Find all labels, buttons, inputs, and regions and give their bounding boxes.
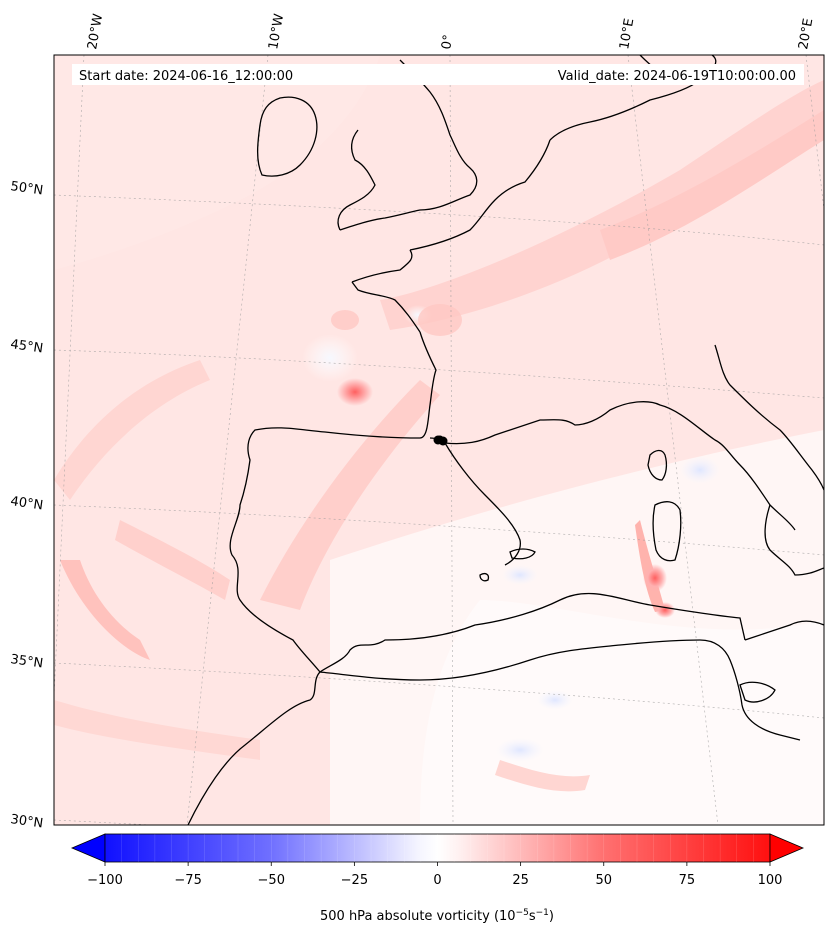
location-marker-cluster	[433, 435, 448, 446]
latitude-label: 35°N	[9, 652, 44, 671]
colorbar-tick-label: 50	[595, 873, 612, 888]
colorbar-tick-label: 0	[433, 873, 441, 888]
longitude-label: 10°E	[617, 17, 637, 50]
north-africa-coastline	[319, 639, 801, 741]
latitude-label: 40°N	[9, 494, 44, 513]
latitude-label: 30°N	[9, 812, 44, 831]
longitude-label: 20°E	[796, 17, 816, 50]
vorticity-field	[54, 55, 824, 825]
mediterranean-coastline	[444, 401, 796, 531]
start-date-label: Start date: 2024-06-16_12:00:00	[79, 69, 293, 84]
longitude-label: 10°W	[266, 13, 287, 51]
ireland-coastline	[256, 96, 318, 177]
latitude-label: 45°N	[9, 337, 44, 356]
colorbar-tick-label: −75	[174, 873, 201, 888]
colorbar-tick-label: −100	[87, 873, 123, 888]
graticule-lines	[54, 55, 824, 825]
colorbar-ticks: −100 −75 −50 −25 0 25 50 75 100	[87, 834, 782, 888]
valid-date-label: Valid_date: 2024-06-19T10:00:00.00	[558, 69, 796, 84]
longitude-label: 0°	[439, 34, 456, 51]
colorbar-extend-high	[769, 833, 805, 863]
colorbar-label: 500 hPa absolute vorticity (10−5s−1)	[320, 908, 554, 924]
coastline-layer	[187, 55, 824, 825]
colorbar-tick-label: 75	[679, 873, 696, 888]
colorbar-extend-low	[70, 833, 106, 863]
colorbar-tick-label: 100	[758, 873, 783, 888]
latitude-labels: 50°N 45°N 40°N 35°N 30°N	[9, 179, 44, 831]
colorbar-gradient	[104, 833, 771, 863]
iberia-coastline	[187, 592, 746, 825]
colorbar-tick-label: −25	[341, 873, 368, 888]
colorbar-tick-label: 25	[512, 873, 529, 888]
colorbar: −100 −75 −50 −25 0 25 50 75 100 500 hPa absolute…	[70, 833, 805, 924]
map-frame	[53, 54, 825, 826]
corsica-coastline	[647, 449, 668, 481]
britain-coastline	[339, 59, 478, 231]
colorbar-tick-label: −50	[258, 873, 285, 888]
sardinia-coastline	[652, 501, 682, 562]
longitude-labels: 20°W 10°W 0° 10°E 20°E	[85, 13, 816, 51]
balearic-coastline	[509, 548, 536, 560]
italy-coastline	[714, 344, 824, 491]
latitude-label: 50°N	[9, 179, 44, 198]
info-box	[72, 64, 804, 85]
longitude-label: 20°W	[85, 13, 106, 51]
